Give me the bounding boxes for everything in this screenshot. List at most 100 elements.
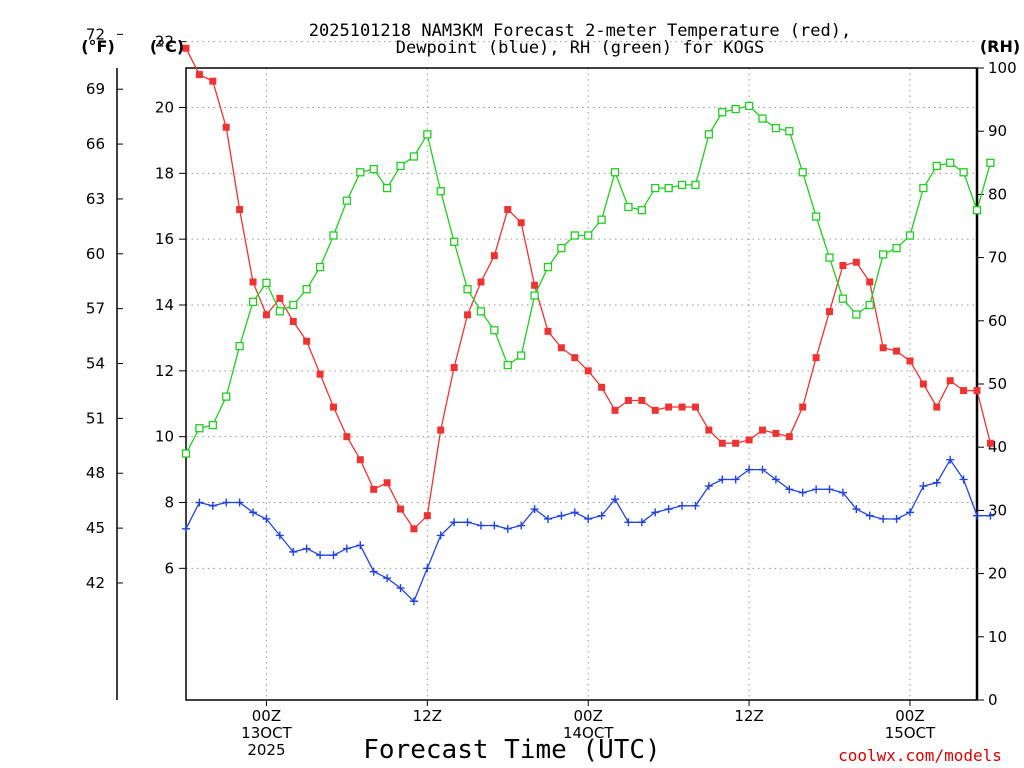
data-point bbox=[477, 278, 485, 286]
data-point bbox=[959, 475, 968, 484]
data-point bbox=[826, 308, 834, 316]
data-point bbox=[664, 505, 673, 514]
data-point bbox=[624, 396, 632, 404]
data-point bbox=[209, 77, 217, 85]
data-point bbox=[490, 326, 499, 335]
data-point bbox=[744, 101, 754, 111]
data-point bbox=[946, 455, 955, 464]
x-axis-label: Forecast Time (UTC) bbox=[363, 735, 660, 765]
data-point bbox=[409, 597, 418, 606]
data-point bbox=[397, 505, 405, 513]
data-point bbox=[275, 531, 284, 540]
data-point bbox=[852, 258, 860, 266]
data-point bbox=[289, 300, 298, 310]
data-point bbox=[517, 219, 525, 227]
data-point bbox=[449, 237, 459, 246]
data-point bbox=[812, 485, 821, 494]
data-point bbox=[678, 501, 687, 510]
data-point bbox=[382, 183, 392, 193]
data-point bbox=[960, 387, 968, 395]
data-point bbox=[383, 479, 391, 487]
data-point bbox=[598, 383, 606, 391]
data-point bbox=[852, 310, 861, 319]
data-point bbox=[570, 231, 579, 240]
series-temperature bbox=[182, 44, 994, 533]
data-point bbox=[329, 403, 337, 411]
data-point bbox=[745, 436, 753, 444]
data-point bbox=[906, 357, 914, 365]
fahrenheit-tick-label: 66 bbox=[86, 135, 105, 153]
data-point bbox=[812, 354, 820, 362]
data-point bbox=[316, 551, 325, 560]
data-series bbox=[181, 44, 995, 606]
data-point bbox=[476, 521, 485, 530]
data-point bbox=[423, 130, 432, 139]
data-point bbox=[248, 297, 258, 306]
data-point bbox=[289, 547, 298, 556]
data-point bbox=[222, 498, 231, 507]
data-point bbox=[839, 262, 847, 269]
chart-title-line-2: Dewpoint (blue), RH (green) for KOGS bbox=[396, 38, 764, 58]
data-point bbox=[503, 360, 512, 370]
data-point bbox=[557, 344, 565, 352]
data-point bbox=[865, 300, 874, 310]
data-point bbox=[275, 307, 284, 316]
data-point bbox=[731, 475, 740, 484]
data-point bbox=[771, 475, 780, 484]
x-tick-label: 13OCT bbox=[241, 724, 292, 742]
data-point bbox=[437, 426, 445, 434]
data-point bbox=[986, 511, 995, 520]
data-point bbox=[758, 465, 767, 474]
data-point bbox=[369, 164, 378, 174]
data-point bbox=[892, 514, 901, 523]
data-point bbox=[182, 524, 190, 533]
data-point bbox=[758, 114, 767, 123]
celsius-tick-label: 16 bbox=[155, 230, 174, 248]
rh-tick-label: 80 bbox=[988, 185, 1007, 203]
data-point bbox=[222, 123, 230, 131]
rh-tick-label: 70 bbox=[988, 249, 1007, 267]
data-point bbox=[651, 183, 660, 193]
fahrenheit-tick-label: 42 bbox=[86, 574, 105, 592]
data-point bbox=[329, 551, 338, 560]
data-point bbox=[798, 488, 807, 497]
celsius-tick-label: 8 bbox=[164, 494, 174, 512]
rh-axis-unit: (RH) bbox=[980, 37, 1020, 56]
data-point bbox=[785, 433, 793, 441]
data-point bbox=[959, 168, 968, 177]
data-point bbox=[463, 518, 472, 527]
data-point bbox=[611, 495, 620, 504]
fahrenheit-tick-label: 60 bbox=[86, 245, 105, 263]
data-point bbox=[665, 403, 673, 411]
data-point bbox=[356, 541, 365, 550]
data-point bbox=[423, 564, 432, 573]
series-relative-humidity bbox=[181, 101, 995, 458]
data-point bbox=[504, 206, 512, 214]
data-point bbox=[677, 180, 687, 190]
data-point bbox=[919, 482, 928, 491]
data-point bbox=[718, 108, 727, 117]
data-point bbox=[678, 403, 686, 411]
data-point bbox=[476, 307, 486, 316]
fahrenheit-tick-label: 51 bbox=[86, 409, 105, 427]
fahrenheit-tick-label: 72 bbox=[86, 25, 105, 43]
celsius-tick-label: 12 bbox=[155, 362, 174, 380]
data-point bbox=[838, 488, 847, 497]
data-point bbox=[664, 183, 673, 193]
chart-title-line-1: 2025101218 NAM3KM Forecast 2-meter Tempe… bbox=[309, 21, 851, 41]
data-point bbox=[597, 511, 606, 520]
data-point bbox=[584, 231, 593, 240]
data-point bbox=[303, 337, 311, 345]
data-point bbox=[852, 505, 861, 514]
data-point bbox=[517, 521, 526, 530]
fahrenheit-tick-label: 54 bbox=[86, 355, 105, 373]
data-point bbox=[798, 168, 807, 177]
data-point bbox=[544, 327, 552, 335]
fahrenheit-tick-label: 48 bbox=[86, 464, 105, 482]
data-point bbox=[571, 354, 579, 362]
celsius-tick-label: 22 bbox=[155, 33, 174, 51]
data-point bbox=[745, 465, 754, 474]
data-point bbox=[624, 202, 633, 212]
data-point bbox=[811, 212, 821, 221]
